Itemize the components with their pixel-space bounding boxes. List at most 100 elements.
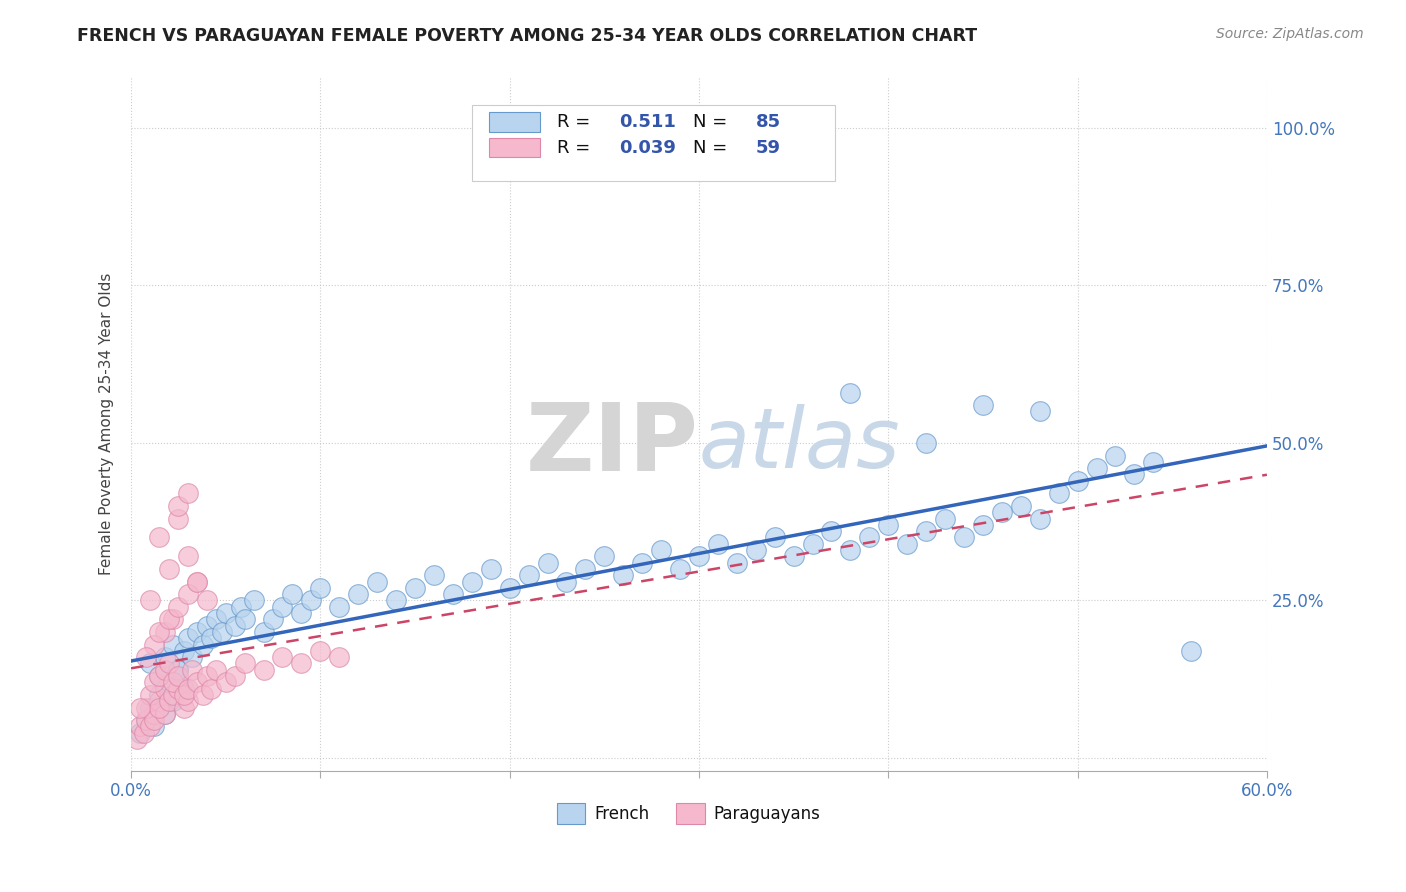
Point	[631, 556, 654, 570]
Point	[135, 700, 157, 714]
Point	[211, 624, 233, 639]
Point	[153, 624, 176, 639]
Point	[243, 593, 266, 607]
Point	[167, 599, 190, 614]
FancyBboxPatch shape	[676, 803, 704, 824]
Point	[782, 549, 804, 564]
Point	[1028, 511, 1050, 525]
Point	[1142, 455, 1164, 469]
Point	[205, 663, 228, 677]
Point	[148, 694, 170, 708]
Point	[290, 657, 312, 671]
Point	[134, 726, 156, 740]
Point	[309, 581, 332, 595]
Point	[229, 599, 252, 614]
Point	[593, 549, 616, 564]
Point	[142, 675, 165, 690]
Point	[461, 574, 484, 589]
Point	[177, 681, 200, 696]
Point	[148, 624, 170, 639]
Point	[173, 681, 195, 696]
Point	[517, 568, 540, 582]
Point	[555, 574, 578, 589]
Point	[135, 713, 157, 727]
Point	[1085, 461, 1108, 475]
Point	[972, 398, 994, 412]
Text: 0.511: 0.511	[620, 112, 676, 131]
Point	[142, 638, 165, 652]
Point	[290, 606, 312, 620]
Point	[224, 618, 246, 632]
Point	[915, 436, 938, 450]
Point	[271, 650, 294, 665]
Point	[328, 650, 350, 665]
Point	[173, 644, 195, 658]
Point	[162, 694, 184, 708]
Point	[1123, 467, 1146, 482]
Point	[186, 574, 208, 589]
Point	[839, 385, 862, 400]
Point	[177, 486, 200, 500]
Text: 0.039: 0.039	[620, 139, 676, 157]
Point	[200, 681, 222, 696]
Point	[167, 511, 190, 525]
Point	[215, 675, 238, 690]
Point	[1180, 644, 1202, 658]
Point	[186, 574, 208, 589]
Point	[153, 706, 176, 721]
Point	[896, 537, 918, 551]
Point	[877, 517, 900, 532]
Point	[153, 681, 176, 696]
Point	[707, 537, 730, 551]
Text: N =: N =	[693, 112, 734, 131]
FancyBboxPatch shape	[489, 112, 540, 131]
Point	[233, 657, 256, 671]
Point	[148, 700, 170, 714]
Text: ZIP: ZIP	[526, 399, 699, 491]
Point	[177, 587, 200, 601]
Point	[167, 681, 190, 696]
Point	[139, 657, 162, 671]
Point	[801, 537, 824, 551]
Point	[536, 556, 558, 570]
Point	[281, 587, 304, 601]
Point	[1028, 404, 1050, 418]
Point	[177, 549, 200, 564]
Point	[162, 675, 184, 690]
Point	[173, 688, 195, 702]
Point	[366, 574, 388, 589]
Y-axis label: Female Poverty Among 25-34 Year Olds: Female Poverty Among 25-34 Year Olds	[100, 273, 114, 575]
Point	[148, 669, 170, 683]
Point	[139, 700, 162, 714]
Point	[157, 694, 180, 708]
Point	[763, 531, 786, 545]
Point	[195, 669, 218, 683]
Point	[479, 562, 502, 576]
Point	[180, 663, 202, 677]
Point	[157, 657, 180, 671]
Point	[148, 688, 170, 702]
Point	[157, 562, 180, 576]
Point	[142, 713, 165, 727]
Point	[139, 719, 162, 733]
Point	[650, 543, 672, 558]
Point	[385, 593, 408, 607]
Point	[991, 505, 1014, 519]
Point	[167, 499, 190, 513]
Point	[205, 612, 228, 626]
Point	[972, 517, 994, 532]
Point	[167, 663, 190, 677]
Point	[195, 593, 218, 607]
Point	[224, 669, 246, 683]
Point	[858, 531, 880, 545]
Point	[309, 644, 332, 658]
Text: R =: R =	[557, 139, 596, 157]
Point	[142, 706, 165, 721]
Point	[167, 663, 190, 677]
Point	[612, 568, 634, 582]
Point	[157, 675, 180, 690]
Point	[252, 624, 274, 639]
Point	[404, 581, 426, 595]
Point	[441, 587, 464, 601]
Point	[200, 632, 222, 646]
